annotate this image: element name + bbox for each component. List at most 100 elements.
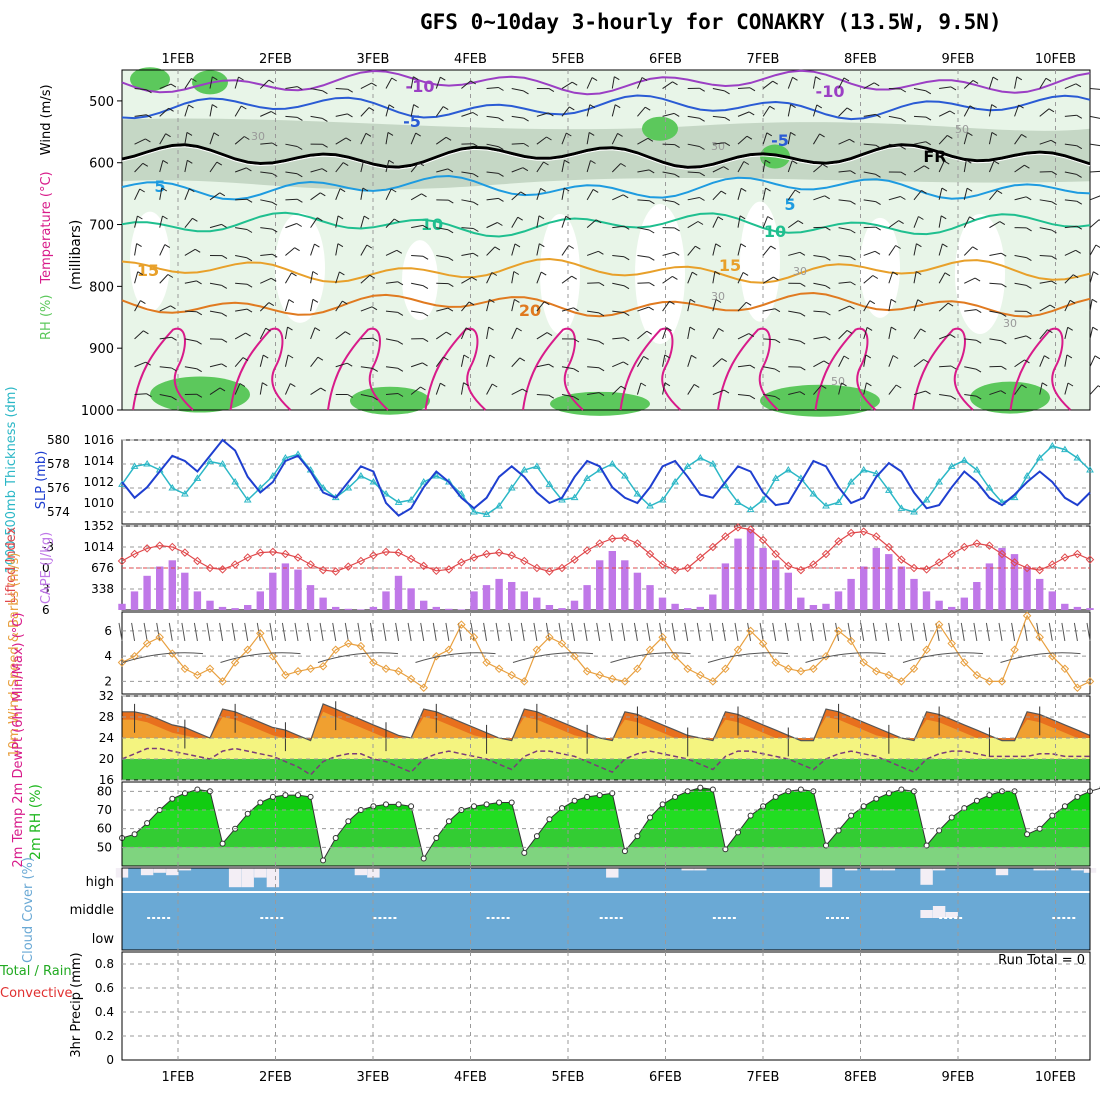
wind-barb bbox=[410, 76, 414, 89]
wind-barb bbox=[712, 299, 717, 312]
wind-barb bbox=[193, 622, 198, 642]
cape-bar bbox=[218, 606, 227, 610]
wind-barb-flag bbox=[142, 162, 149, 167]
wind-barb-flag bbox=[799, 251, 806, 256]
wind-barb bbox=[637, 306, 649, 312]
lifted-index-point bbox=[419, 561, 428, 571]
cape-bar bbox=[784, 572, 792, 610]
wind-barb bbox=[939, 365, 952, 368]
isotherm-label: 10 bbox=[421, 215, 443, 234]
wind-barb-flag bbox=[1069, 299, 1076, 304]
wind-barb-flag bbox=[242, 357, 249, 362]
cape-bar bbox=[457, 609, 466, 610]
cape-bar bbox=[872, 547, 880, 610]
lifted-index-point bbox=[872, 532, 881, 541]
rh-point bbox=[546, 816, 553, 823]
wind-barb-flag bbox=[347, 88, 353, 93]
cape-bar bbox=[130, 591, 139, 610]
wind-barb-flag bbox=[588, 131, 595, 136]
wind-barb bbox=[963, 80, 974, 89]
wind-barb-flag bbox=[598, 250, 604, 255]
wind-barb bbox=[1039, 329, 1048, 340]
wind-barb bbox=[1039, 382, 1043, 395]
wind-barb bbox=[938, 160, 945, 173]
cape-bar bbox=[646, 585, 654, 610]
wind-barb bbox=[285, 198, 298, 201]
wind-barb bbox=[511, 357, 521, 368]
wind-barb bbox=[973, 622, 978, 642]
wind-barb bbox=[360, 337, 373, 340]
wind-barb-flag bbox=[321, 168, 328, 173]
cloud-high-bar bbox=[228, 868, 242, 888]
y-tick-label: 0.6 bbox=[95, 981, 114, 995]
wind-barb bbox=[307, 622, 312, 642]
cape-bar bbox=[734, 538, 742, 610]
wind-barb bbox=[411, 254, 424, 257]
wind-barb bbox=[436, 307, 449, 312]
wind-barb-flag bbox=[221, 255, 228, 260]
wind-barb-flag bbox=[346, 362, 353, 367]
wind-barb bbox=[888, 384, 897, 395]
wind-barb bbox=[838, 254, 851, 258]
cape-bar bbox=[998, 547, 1006, 610]
wind-barb-flag bbox=[465, 327, 472, 332]
wind-barb bbox=[495, 622, 500, 642]
thickness-point bbox=[520, 466, 529, 473]
wind-barb-flag bbox=[724, 142, 731, 147]
wind-barb bbox=[486, 87, 499, 90]
thickness-point bbox=[482, 510, 491, 517]
wind-barb-flag bbox=[397, 393, 404, 397]
wind-barb bbox=[234, 332, 246, 340]
y-tick-label: 0.8 bbox=[95, 957, 114, 971]
wind-barb bbox=[1064, 354, 1068, 367]
wind-barb bbox=[838, 199, 851, 202]
wind-barb bbox=[788, 338, 801, 342]
isotherm-label: -10 bbox=[406, 77, 435, 96]
wind-barb bbox=[360, 215, 365, 228]
wind-barb-flag bbox=[540, 187, 546, 192]
date-label: 10FEB bbox=[1035, 52, 1076, 67]
wind-barb bbox=[1086, 622, 1091, 642]
wind-barb bbox=[612, 282, 625, 287]
rh-point bbox=[269, 793, 276, 800]
rh-contour-label: 30 bbox=[1003, 317, 1017, 330]
wind-barb bbox=[234, 383, 241, 395]
rh-point bbox=[709, 786, 716, 793]
wind-speed-point bbox=[796, 667, 806, 676]
wind-barb bbox=[445, 622, 450, 642]
wind-barb-flag bbox=[443, 356, 449, 361]
wind-barb-flag bbox=[548, 363, 554, 368]
thickness-point bbox=[859, 466, 868, 473]
lifted-index-point bbox=[344, 562, 353, 571]
wind-speed-point bbox=[193, 670, 202, 680]
rh-point bbox=[936, 827, 943, 834]
isotherm-line bbox=[121, 211, 1091, 238]
wind-barb bbox=[913, 216, 919, 228]
wind-barb bbox=[712, 271, 716, 284]
wind-barb-flag bbox=[748, 111, 755, 116]
wind-barb bbox=[963, 160, 967, 173]
cape-tick-label: 1014 bbox=[83, 540, 114, 554]
lifted-index-line bbox=[121, 526, 1091, 573]
wind-barb bbox=[838, 227, 851, 231]
wind-speed-point bbox=[117, 658, 127, 667]
lifted-index-point bbox=[356, 556, 366, 566]
wind-barb bbox=[520, 622, 525, 642]
wind-barb-flag bbox=[538, 215, 545, 220]
wind-barb bbox=[436, 254, 449, 259]
rh-point bbox=[898, 786, 905, 793]
wind-barb bbox=[687, 355, 692, 367]
wind-barb-flag bbox=[769, 105, 775, 110]
dry-patch bbox=[402, 240, 438, 321]
wind-barb-flag bbox=[413, 104, 419, 109]
wind-barb-flag bbox=[219, 387, 226, 392]
wind-barb bbox=[360, 187, 364, 200]
y-tick-label-left: 578 bbox=[47, 457, 70, 471]
wind-barb-flag bbox=[472, 201, 479, 206]
wind-barb-flag bbox=[917, 299, 923, 304]
cape-bar bbox=[885, 554, 893, 610]
isotherm-line bbox=[121, 174, 1091, 201]
